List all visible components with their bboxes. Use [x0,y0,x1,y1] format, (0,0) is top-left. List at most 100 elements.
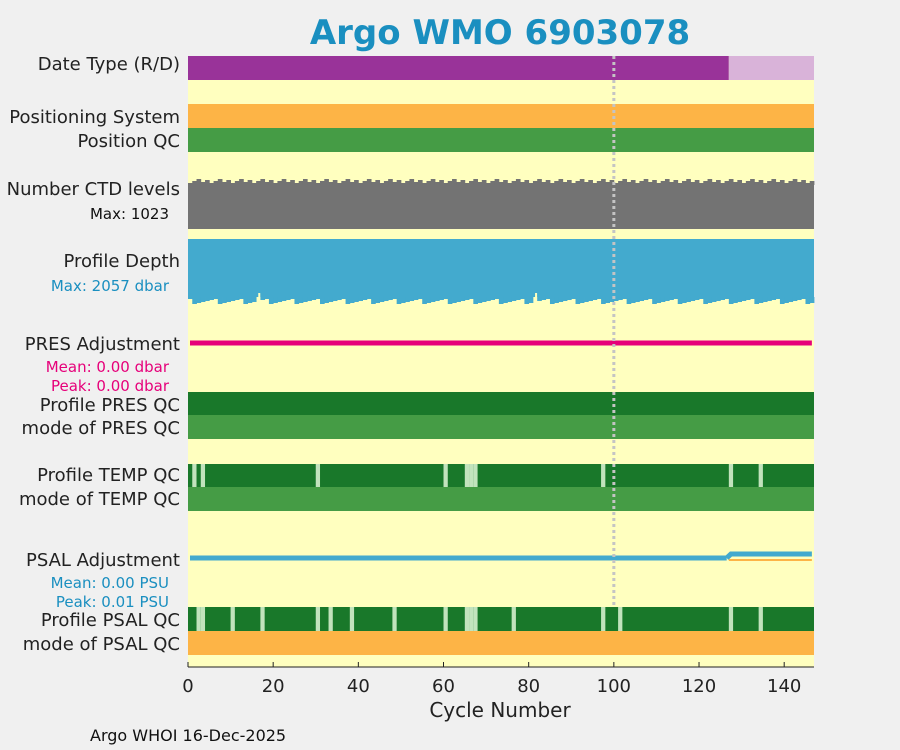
profile-depth-cycle-128 [728,297,734,304]
ctd-levels-cycle-97 [596,181,602,185]
profile-depth-cycle-111 [656,297,662,303]
ctd-levels-cycle-100 [609,180,615,185]
profile-depth-cycle-134 [754,297,760,304]
profile-depth-cycle-66 [464,297,470,300]
ctd-levels-cycle-17 [256,181,261,185]
profile-depth-cycle-22 [277,297,283,302]
profile-depth-cycle-24 [285,297,291,300]
profile-temp-qc-bar [188,464,814,487]
date-type-realtime-bar [188,56,729,80]
profile-depth-cycle-23 [281,297,287,301]
profile-depth-cycle-85 [545,297,551,299]
ctd-levels-cycle-102 [618,181,623,185]
mode-psal-qc-bar [188,631,814,655]
profile-depth-cycle-31 [315,297,321,299]
profile-depth-cycle-65 [460,297,466,301]
ctd-levels-cycle-74 [498,182,504,185]
ctd-levels-cycle-51 [400,183,406,185]
ctd-levels-cycle-118 [686,179,691,185]
profile-temp-qc-cycle-134 [758,464,763,487]
profile-temp-qc-cycle-65 [464,464,470,487]
ctd-levels-cycle-132 [745,181,751,185]
profile-depth-cycle-136 [762,297,768,302]
row-sublabel2-pres-adjustment: Peak: 0.00 dbar [51,377,170,395]
ctd-levels-cycle-55 [417,180,423,185]
ctd-levels-cycle-114 [669,182,674,185]
profile-pres-qc-bar [188,392,814,415]
profile-depth-cycle-121 [699,297,704,299]
profile-depth-cycle-68 [473,297,478,304]
ctd-levels-cycle-48 [388,179,393,185]
ctd-levels-cycle-31 [315,183,321,185]
ctd-levels-cycle-29 [307,182,312,185]
profile-psal-qc-cycle-101 [618,607,623,631]
ctd-levels-cycle-22 [277,181,283,185]
profile-depth-cycle-140 [779,297,785,304]
profile-depth-cycle-112 [660,297,666,302]
profile-depth-cycle-120 [694,297,700,300]
ctd-levels-cycle-58 [430,179,436,185]
profile-temp-qc-cycle-127 [728,464,734,487]
ctd-levels-cycle-45 [375,180,381,185]
ctd-levels-cycle-21 [273,183,278,185]
ctd-levels-cycle-59 [434,182,440,185]
plot-background [188,56,814,667]
profile-depth-cycle-73 [494,297,500,299]
profile-psal-qc-cycle-66 [469,607,474,631]
ctd-levels-cycle-20 [268,180,274,185]
profile-depth-cycle-64 [456,297,461,302]
ctd-levels-cycle-98 [601,179,606,185]
ctd-levels-cycle-85 [545,180,551,185]
row-sublabel-pres-adjustment: Mean: 0.00 dbar [46,358,170,376]
profile-psal-qc-cycle-76 [511,607,516,631]
profile-depth-cycle-71 [486,297,491,301]
ctd-levels-cycle-13 [239,179,244,185]
row-label-pres-adjustment: PRES Adjustment [25,334,180,355]
profile-depth-cycle-57 [426,297,432,303]
x-tick-label-140: 140 [767,676,801,697]
ctd-levels-cycle-27 [298,181,304,185]
profile-depth-cycle-49 [392,297,398,299]
profile-psal-qc-cycle-38 [349,607,355,631]
ctd-levels-cycle-73 [494,179,500,185]
ctd-levels-cycle-146 [805,183,811,185]
x-tick-label-20: 20 [262,676,285,697]
profile-depth-cycle-83 [537,297,542,301]
profile-temp-qc-cycle-1 [192,464,197,487]
ctd-levels-cycle-144 [796,182,802,185]
ctd-levels-cycle-130 [737,180,743,185]
ctd-levels-cycle-14 [243,182,249,185]
ctd-levels-cycle-122 [703,181,708,185]
profile-depth-cycle-107 [639,297,645,301]
ctd-levels-cycle-8 [217,179,223,185]
ctd-levels-cycle-64 [456,182,461,185]
profile-depth-cycle-108 [643,297,649,300]
profile-depth-cycle-11 [230,297,236,301]
ctd-levels-cycle-32 [320,181,325,185]
profile-depth-cycle-88 [558,297,564,302]
profile-depth-cycle-138 [771,297,777,300]
profile-depth-cycle-41 [358,297,363,301]
profile-depth-cycle-69 [477,297,483,303]
profile-depth-cycle-53 [409,297,415,301]
x-axis-label: Cycle Number [429,698,571,722]
ctd-levels-cycle-90 [567,180,572,185]
ctd-levels-cycle-2 [192,181,197,185]
ctd-levels-cycle-72 [490,181,496,185]
profile-depth-cycle-104 [626,297,632,304]
profile-depth-cycle-98 [601,297,606,304]
profile-depth-cycle-74 [498,297,504,304]
ctd-levels-cycle-125 [716,180,721,185]
ctd-levels-cycle-116 [677,183,683,185]
profile-depth-cycle-70 [481,297,487,302]
ctd-levels-cycle-82 [532,181,538,185]
ctd-levels-cycle-111 [656,183,662,185]
ctd-levels-cycle-106 [635,183,640,185]
profile-depth-cycle-51 [400,297,406,303]
profile-depth-cycle-75 [503,297,508,303]
ctd-levels-cycle-46 [379,183,385,185]
profile-depth-cycle-122 [703,297,708,304]
ctd-levels-cycle-135 [758,180,764,185]
profile-depth-cycle-19 [264,297,270,299]
profile-depth-cycle-95 [588,297,593,301]
